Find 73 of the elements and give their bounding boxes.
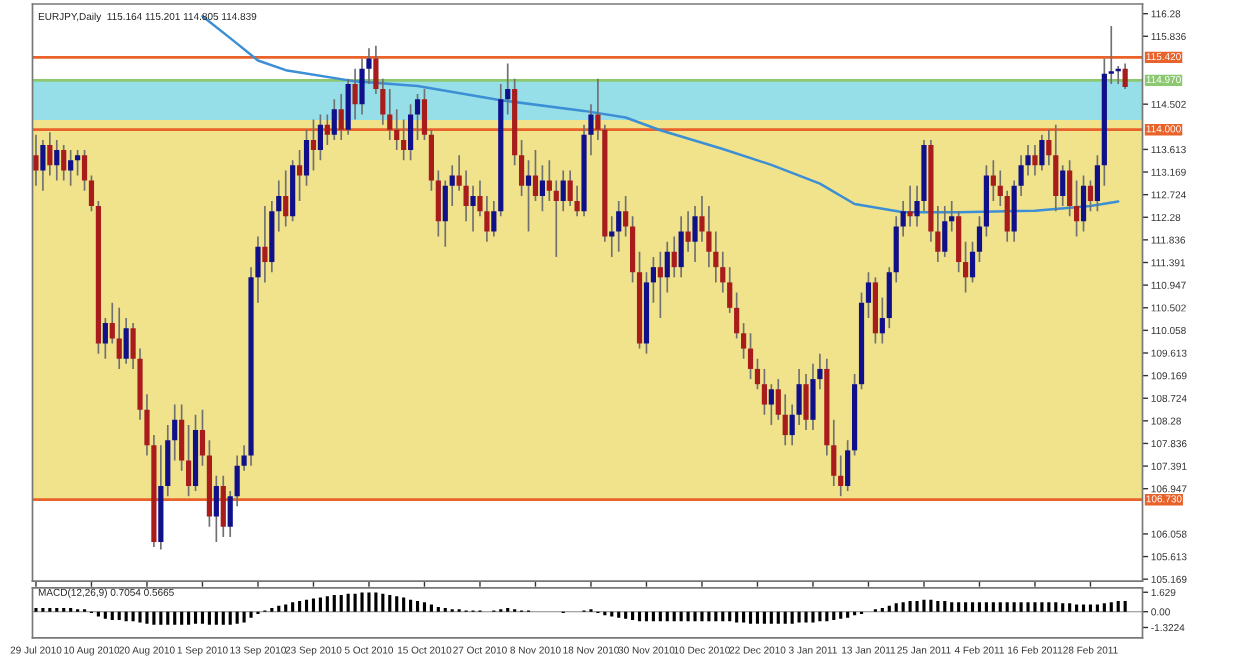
candlestick: [54, 139, 60, 182]
candlestick: [782, 393, 788, 447]
candlestick: [296, 149, 303, 202]
candlestick: [74, 149, 81, 177]
candlestick: [47, 131, 53, 177]
candlestick: [179, 403, 185, 472]
candlestick: [525, 159, 532, 233]
candlestick: [1067, 159, 1073, 218]
candlestick: [303, 128, 310, 187]
candlestick: [560, 169, 566, 212]
candlestick: [331, 98, 337, 141]
candlestick: [518, 139, 525, 197]
candlestick: [1053, 123, 1059, 212]
candlestick: [61, 144, 67, 182]
candlestick: [650, 256, 657, 304]
candlestick: [352, 67, 358, 121]
candlestick: [123, 317, 129, 365]
candlestick: [629, 215, 636, 284]
candlestick: [539, 164, 546, 212]
candlestick: [754, 357, 761, 391]
candlestick: [1004, 189, 1010, 243]
candlestick: [962, 240, 969, 294]
candlestick: [1039, 133, 1045, 172]
candlestick: [942, 205, 948, 258]
candlestick: [1094, 154, 1101, 212]
candlestick: [664, 240, 670, 294]
candlestick: [532, 149, 539, 202]
candlestick: [283, 169, 289, 228]
candlestick: [740, 322, 747, 360]
candlestick: [990, 159, 996, 202]
candlestick: [1122, 62, 1128, 90]
candlestick: [768, 383, 774, 426]
candlestick: [747, 332, 754, 380]
candlestick: [428, 128, 435, 192]
candlestick: [553, 179, 559, 258]
candlestick: [969, 240, 976, 284]
candlestick: [421, 88, 428, 141]
candlestick: [623, 195, 629, 238]
candlestick: [345, 77, 351, 136]
candlestick: [81, 149, 88, 192]
candlestick: [317, 113, 324, 162]
candlestick: [907, 184, 913, 228]
candlestick: [470, 184, 476, 233]
candlestick: [865, 271, 872, 319]
candlestick: [1087, 179, 1094, 212]
candlestick: [185, 424, 192, 497]
candlestick: [324, 113, 330, 146]
candlestick: [1032, 144, 1038, 177]
candlestick: [1060, 164, 1066, 207]
candlestick: [616, 200, 622, 253]
candlestick: [671, 235, 677, 279]
candlestick: [609, 215, 615, 258]
candlestick: [803, 373, 809, 431]
candlestick: [213, 474, 219, 543]
candlestick: [657, 251, 663, 319]
candlestick: [88, 174, 95, 212]
candlestick: [761, 368, 768, 416]
candlestick: [199, 408, 206, 467]
candlestick: [685, 210, 691, 253]
candlestick: [414, 93, 421, 141]
candlestick: [310, 118, 317, 172]
candlestick: [40, 139, 46, 192]
candlestick: [338, 93, 344, 141]
candlestick: [1080, 174, 1087, 233]
candlestick: [1073, 179, 1080, 238]
candlestick: [678, 215, 684, 279]
candlestick: [262, 205, 268, 284]
candlestick: [116, 307, 122, 370]
candlestick: [407, 103, 414, 162]
candlestick: [845, 439, 851, 492]
candlestick: [976, 215, 983, 263]
candlestick: [220, 474, 226, 538]
candlestick: [68, 149, 74, 187]
